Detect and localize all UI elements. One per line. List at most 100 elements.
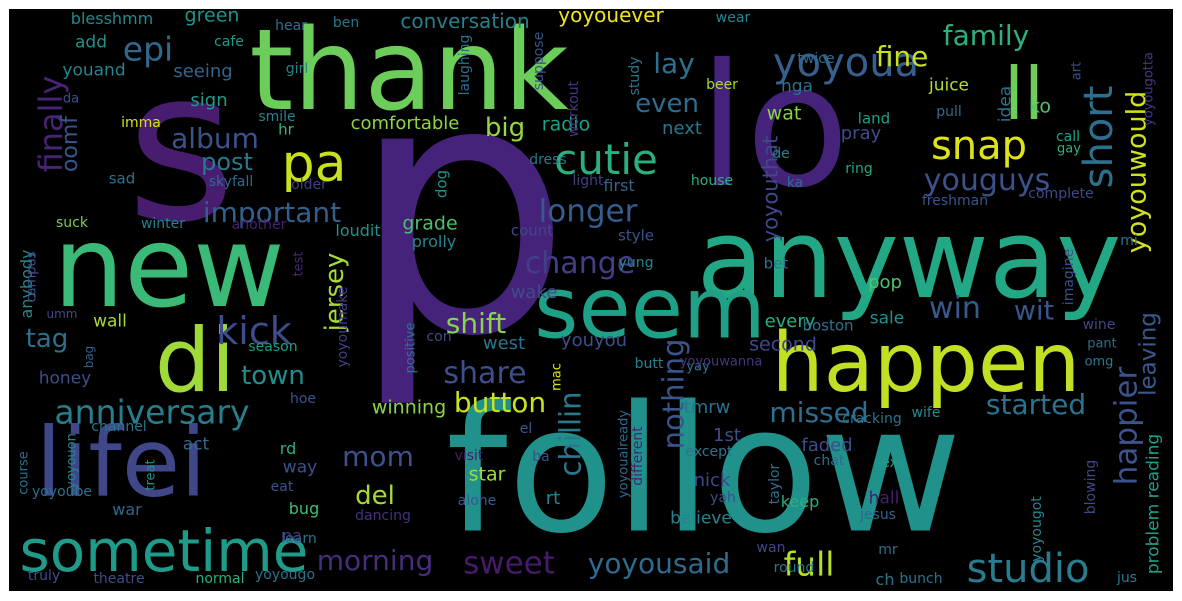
word-juice: juice bbox=[928, 75, 970, 96]
word-wan: wan bbox=[756, 540, 786, 556]
word-pull: pull bbox=[936, 104, 962, 120]
word-ch: ch bbox=[875, 570, 895, 589]
word-rt: rt bbox=[545, 488, 561, 509]
word-cracking: cracking bbox=[842, 411, 902, 427]
word-wat: wat bbox=[766, 102, 802, 125]
word-butt: butt bbox=[634, 356, 664, 372]
word-seem: seem bbox=[534, 259, 766, 359]
word-act: act bbox=[182, 434, 210, 455]
word-del: del bbox=[355, 481, 395, 511]
word-bag: bag bbox=[82, 345, 96, 369]
word-yoyouwanna: yoyouwanna bbox=[679, 354, 763, 370]
word-channel: channel bbox=[91, 419, 147, 435]
word-call: call bbox=[1055, 129, 1081, 145]
word-bunch: bunch bbox=[899, 571, 943, 587]
word-house: house bbox=[690, 173, 734, 189]
word-second: second bbox=[749, 333, 817, 356]
word-taylor: taylor bbox=[767, 463, 783, 505]
word-style: style bbox=[618, 226, 654, 245]
word-started: started bbox=[985, 388, 1087, 421]
word-new: new bbox=[53, 203, 285, 333]
word-big: big bbox=[484, 113, 526, 143]
word-shift: shift bbox=[445, 307, 507, 340]
word-boston: boston bbox=[802, 316, 854, 335]
word-hall: hall bbox=[868, 488, 900, 509]
word-sad: sad bbox=[108, 169, 136, 188]
word-next: next bbox=[662, 118, 702, 139]
word-con: con bbox=[426, 329, 452, 345]
word-winter: winter bbox=[140, 216, 186, 232]
word-sexy: sexy bbox=[873, 455, 907, 471]
word-dress: dress bbox=[529, 152, 567, 168]
word-happen: happen bbox=[771, 316, 1081, 411]
word-normal: normal bbox=[195, 571, 245, 587]
word-ba: ba bbox=[532, 449, 550, 465]
word-hear: hear bbox=[275, 18, 307, 34]
word-album: album bbox=[171, 122, 259, 155]
word-de: de bbox=[772, 146, 790, 162]
word-di: di bbox=[154, 309, 236, 412]
word-war: war bbox=[112, 500, 142, 519]
word-cafe: cafe bbox=[214, 34, 244, 50]
word-wake: wake bbox=[510, 282, 558, 303]
word-leaving: leaving bbox=[1135, 312, 1162, 396]
word-youyou: youyou bbox=[560, 330, 628, 351]
word-bet: bet bbox=[763, 254, 789, 273]
word-s: s bbox=[126, 24, 236, 269]
word-star: star bbox=[468, 463, 506, 486]
word-chillin: chillin bbox=[553, 391, 588, 477]
word-yung: yung bbox=[618, 255, 654, 271]
word-problem-reading: problem reading bbox=[1143, 433, 1164, 575]
word-loudit: loudit bbox=[335, 221, 381, 240]
word-season: season bbox=[248, 339, 298, 355]
word-skyfall: skyfall bbox=[208, 174, 254, 190]
word-thank: thank bbox=[249, 9, 569, 136]
word-yoyougotta: yoyougotta bbox=[1141, 52, 1157, 126]
word-hoe: hoe bbox=[289, 391, 317, 407]
word-oomf: oomf bbox=[58, 115, 83, 173]
word-wife: wife bbox=[911, 405, 941, 421]
word-full: full bbox=[783, 544, 835, 584]
word-study: study bbox=[627, 56, 643, 96]
word-dog: dog bbox=[432, 169, 451, 199]
word-add: add bbox=[75, 32, 107, 53]
word-dancing: dancing bbox=[355, 508, 411, 524]
word-pa: pa bbox=[281, 134, 347, 194]
word-land: land bbox=[857, 109, 891, 128]
word-family: family bbox=[942, 19, 1030, 52]
word-bug: bug bbox=[288, 499, 320, 518]
word-course: course bbox=[16, 451, 32, 495]
word-believe: believe bbox=[670, 508, 732, 529]
word-light: light bbox=[572, 173, 604, 189]
word-conversation: conversation bbox=[400, 9, 530, 33]
word-comfortable: comfortable bbox=[350, 113, 460, 134]
word-suck: suck bbox=[56, 215, 88, 231]
word-winning: winning bbox=[371, 396, 447, 419]
word-yoyougo: yoyougo bbox=[254, 567, 316, 583]
word-radio: radio bbox=[541, 113, 591, 136]
word-girl: girl bbox=[285, 61, 309, 77]
word-laughing: laughing bbox=[457, 34, 473, 96]
word-yoyoube: yoyoube bbox=[31, 484, 93, 500]
word-yoyoumake: yoyoumake bbox=[335, 286, 351, 368]
word-important: important bbox=[202, 196, 342, 229]
word-mi: mi bbox=[1120, 233, 1138, 249]
word-share: share bbox=[443, 356, 527, 391]
word-jus: jus bbox=[1116, 570, 1138, 586]
word-green: green bbox=[184, 9, 240, 27]
word-jesus: jesus bbox=[860, 507, 896, 523]
word-rd: rd bbox=[279, 439, 297, 458]
word-lay: lay bbox=[653, 47, 695, 80]
word-tag: tag bbox=[25, 324, 69, 354]
word-blesshmm: blesshmm bbox=[70, 9, 154, 28]
word-cloud-canvas: p follow s lo thank new anyway happen lifei seem d… bbox=[9, 9, 1173, 591]
word-pray: pray bbox=[840, 123, 882, 144]
word-ring: ring bbox=[845, 161, 873, 177]
word-pop: pop bbox=[868, 272, 902, 293]
word-youguys: youguys bbox=[923, 163, 1051, 198]
word-hr: hr bbox=[278, 120, 294, 139]
word-lifei: lifei bbox=[35, 408, 207, 519]
word-tmrw: tmrw bbox=[683, 397, 731, 418]
word-mom: mom bbox=[342, 440, 414, 473]
word-freshman: freshman bbox=[921, 193, 989, 209]
